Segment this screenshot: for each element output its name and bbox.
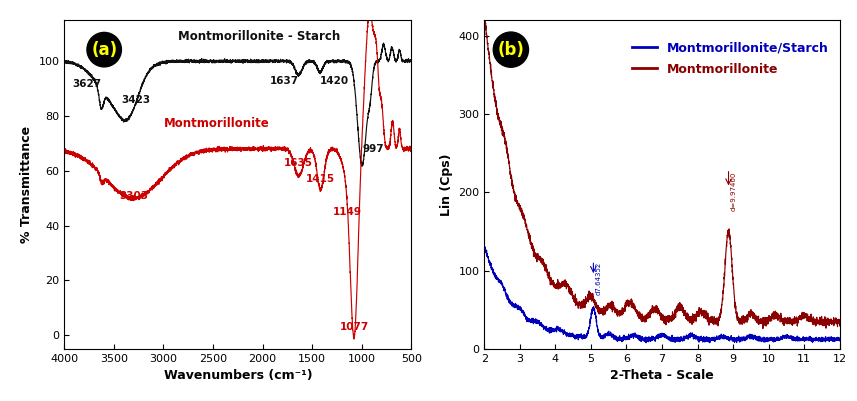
Text: d7.64352: d7.64352 [596, 262, 602, 295]
Legend: Montmorillonite/Starch, Montmorillonite: Montmorillonite/Starch, Montmorillonite [626, 36, 834, 81]
Text: (a): (a) [91, 41, 117, 59]
Text: 997: 997 [362, 144, 384, 154]
Text: 1635: 1635 [285, 158, 314, 168]
X-axis label: Wavenumbers (cm⁻¹): Wavenumbers (cm⁻¹) [164, 369, 312, 382]
Text: 3423: 3423 [122, 95, 151, 105]
Text: 1149: 1149 [333, 207, 362, 217]
Text: (b): (b) [497, 41, 524, 59]
Text: 1415: 1415 [306, 174, 335, 184]
Text: 3303: 3303 [119, 191, 148, 201]
X-axis label: 2-Theta - Scale: 2-Theta - Scale [610, 369, 714, 382]
Text: 1420: 1420 [321, 76, 350, 86]
Text: Montmorillonite: Montmorillonite [165, 117, 270, 130]
Text: Montmorillonite - Starch: Montmorillonite - Starch [177, 30, 339, 43]
Text: 1637: 1637 [269, 76, 298, 86]
Text: d=9.97460: d=9.97460 [731, 171, 737, 211]
Y-axis label: Lin (Cps): Lin (Cps) [440, 153, 452, 216]
Y-axis label: % Transmittance: % Transmittance [20, 126, 33, 243]
Text: 1077: 1077 [339, 322, 369, 332]
Text: 3627: 3627 [72, 79, 101, 89]
